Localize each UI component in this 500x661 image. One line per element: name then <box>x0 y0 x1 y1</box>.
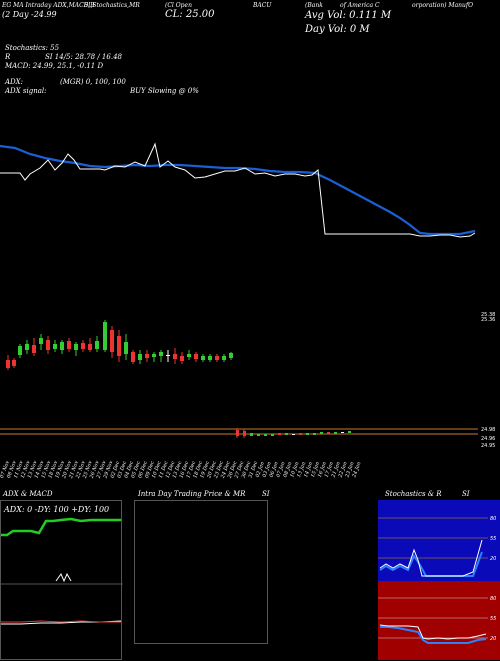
date-tick-label: 10 Dec <box>151 460 163 479</box>
header-company-2: of America C <box>340 2 380 9</box>
intraday-panel-title: Intra Day Trading Price & MR <box>138 490 246 498</box>
adx-green-line <box>1 517 121 537</box>
date-tick-label: 07 Nov <box>0 460 11 479</box>
date-tick-label: 02 Jan <box>255 461 266 478</box>
date-tick-label: 16 Jan <box>317 461 328 478</box>
date-tick-label: 13 Nov <box>27 460 39 479</box>
stoch-tick-80: 80 <box>490 516 496 522</box>
header-company-3: orporation) ManufO <box>412 2 474 9</box>
close-price: CL: 25.00 <box>165 9 215 20</box>
average-volume: Avg Vol: 0.111 M <box>305 10 392 21</box>
date-tick-label: 04 Dec <box>123 460 135 479</box>
date-tick-label: 11 Dec <box>158 460 170 479</box>
date-tick-label: 03 Dec <box>117 460 129 479</box>
rsi-tick-80: 80 <box>490 596 496 602</box>
price-label-right-4: 24.95 <box>481 443 495 449</box>
lower-candlesticks <box>236 428 351 438</box>
date-tick-label: 14 Nov <box>34 460 46 479</box>
rsi-tick-55: 55 <box>490 616 496 622</box>
date-tick-label: 13 Dec <box>172 460 184 479</box>
date-tick-label: 18 Nov <box>47 460 59 479</box>
adx-label: ADX: <box>5 78 24 86</box>
date-tick-label: 21 Jan <box>330 461 342 479</box>
adx-panel: ADX: 0 -DY: 100 +DY: 100 <box>0 500 123 660</box>
date-tick-label: 15 Jan <box>310 461 321 478</box>
price-label-right-1b: 25.36 <box>481 317 495 323</box>
macd-label: MACD: 24.99, 25.1, -0.11 D <box>5 62 104 70</box>
stochastics-label: Stochastics: 55 <box>5 44 60 52</box>
stoch-tick-20: 20 <box>490 556 496 562</box>
day-change: (2 Day -24.99 <box>2 10 57 19</box>
buy-signal-label: BUY Slowing @ 0% <box>130 87 199 95</box>
intraday-panel <box>134 500 268 644</box>
header-title-1: EG MA Intraday ADX,MACD,B <box>2 2 95 9</box>
date-tick-label: 06 Jan <box>269 461 280 478</box>
date-tick-label: 15 Nov <box>41 460 53 479</box>
date-tick-label: 30 Dec <box>241 460 253 479</box>
intraday-si-label: SI <box>262 490 270 498</box>
date-tick-label: 06 Dec <box>137 460 149 479</box>
date-tick-label: 05 Dec <box>130 460 142 479</box>
header-title-2: SI,Stochastics,MR <box>84 2 140 9</box>
date-tick-label: 24 Jan <box>351 461 363 479</box>
date-tick-label: 14 Jan <box>303 461 314 478</box>
price-label-right-2: 24.98 <box>481 427 495 433</box>
day-volume: Day Vol: 0 M <box>305 24 370 35</box>
main-chart: 25.38 25.36 <box>0 142 495 480</box>
stoch-tick-55: 55 <box>490 536 496 542</box>
header-symbol: BACU <box>253 2 272 9</box>
rsi-tick-20: 20 <box>490 636 496 642</box>
adx-values: ADX: 0 -DY: 100 +DY: 100 <box>3 505 109 514</box>
price-label-right-3: 24.96 <box>481 436 495 442</box>
si-label: SI 14/5: 28.78 / 16.48 <box>45 53 122 61</box>
adx-mgr-label: (MGR) 0, 100, 100 <box>60 78 126 86</box>
stochastics-panel: 80 55 20 80 55 20 <box>378 500 500 660</box>
date-tick-label: 31 Dec <box>248 460 260 479</box>
date-tick-label: 02 Dec <box>110 460 122 479</box>
rsi-background <box>378 581 500 660</box>
header-title-3: (Cl Open <box>165 2 192 9</box>
moving-average-line <box>0 144 476 236</box>
r-label: R <box>5 53 11 61</box>
adx-white-mark <box>55 572 72 583</box>
price-line <box>0 142 476 238</box>
macd-red-line <box>1 620 121 623</box>
stoch-white-line <box>379 539 483 577</box>
date-tick-label: 03 Jan <box>262 461 273 478</box>
stochastics-si-label: SI <box>462 490 470 498</box>
candlesticks <box>6 320 233 370</box>
date-tick-label: 12 Dec <box>165 460 177 479</box>
date-tick-label: 17 Jan <box>324 461 335 478</box>
rsi-white-line <box>379 624 487 640</box>
date-tick-label: 23 Jan <box>344 461 356 479</box>
date-tick-label: 22 Jan <box>337 461 349 479</box>
date-tick-label: 12 Nov <box>20 460 32 479</box>
rsi-blue-line <box>380 626 487 644</box>
header-company-1: (Bank <box>305 2 323 9</box>
date-tick-label: 08 Jan <box>282 461 293 478</box>
date-tick-label: 19 Nov <box>54 460 66 479</box>
stochastics-panel-title: Stochastics & R <box>385 490 442 498</box>
date-tick-label: 19 Dec <box>199 460 211 479</box>
date-tick-label: 09 Dec <box>144 460 156 479</box>
date-tick-label: 07 Jan <box>275 461 286 478</box>
date-tick-label: 16 Dec <box>179 460 191 479</box>
date-tick-label: 11 Nov <box>13 460 25 479</box>
date-tick-label: 17 Dec <box>186 460 198 479</box>
adx-panel-title: ADX & MACD <box>3 490 53 498</box>
date-tick-label: 18 Dec <box>192 460 204 479</box>
date-tick-label: 08 Nov <box>6 460 18 479</box>
date-tick-label: 10 Jan <box>289 461 300 478</box>
date-tick-label: 13 Jan <box>296 461 307 478</box>
adx-signal-label: ADX signal: <box>5 87 47 95</box>
price-label-right-1: 25.38 <box>481 312 495 318</box>
